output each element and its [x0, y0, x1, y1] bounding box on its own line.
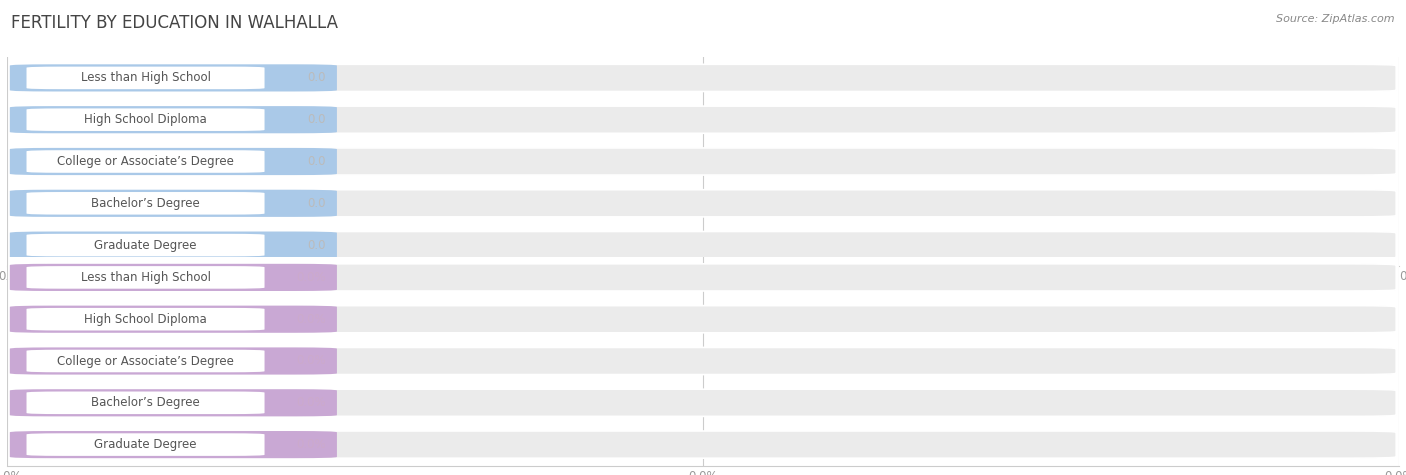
FancyBboxPatch shape: [10, 305, 337, 333]
FancyBboxPatch shape: [10, 231, 337, 259]
FancyBboxPatch shape: [10, 389, 1396, 417]
FancyBboxPatch shape: [27, 433, 264, 456]
FancyBboxPatch shape: [27, 350, 264, 372]
Text: Less than High School: Less than High School: [80, 71, 211, 85]
FancyBboxPatch shape: [10, 231, 1396, 259]
FancyBboxPatch shape: [10, 431, 337, 458]
FancyBboxPatch shape: [27, 66, 264, 89]
Text: FERTILITY BY EDUCATION IN WALHALLA: FERTILITY BY EDUCATION IN WALHALLA: [11, 14, 339, 32]
Text: High School Diploma: High School Diploma: [84, 313, 207, 326]
FancyBboxPatch shape: [10, 389, 337, 417]
FancyBboxPatch shape: [10, 148, 1396, 175]
Text: 0.0%: 0.0%: [297, 271, 326, 284]
FancyBboxPatch shape: [10, 264, 1396, 291]
FancyBboxPatch shape: [27, 391, 264, 414]
Text: Graduate Degree: Graduate Degree: [94, 238, 197, 252]
Text: Bachelor’s Degree: Bachelor’s Degree: [91, 396, 200, 409]
Text: Bachelor’s Degree: Bachelor’s Degree: [91, 197, 200, 210]
FancyBboxPatch shape: [27, 108, 264, 131]
Text: College or Associate’s Degree: College or Associate’s Degree: [58, 155, 233, 168]
Text: 0.0%: 0.0%: [297, 438, 326, 451]
Text: 0.0%: 0.0%: [297, 354, 326, 368]
FancyBboxPatch shape: [10, 305, 1396, 333]
FancyBboxPatch shape: [27, 150, 264, 173]
FancyBboxPatch shape: [10, 431, 1396, 458]
Text: 0.0%: 0.0%: [297, 313, 326, 326]
FancyBboxPatch shape: [10, 106, 337, 133]
FancyBboxPatch shape: [27, 234, 264, 256]
FancyBboxPatch shape: [10, 190, 1396, 217]
FancyBboxPatch shape: [10, 64, 337, 92]
Text: 0.0%: 0.0%: [297, 396, 326, 409]
Text: 0.0: 0.0: [308, 197, 326, 210]
FancyBboxPatch shape: [27, 308, 264, 331]
FancyBboxPatch shape: [10, 148, 337, 175]
Text: 0.0: 0.0: [308, 113, 326, 126]
Text: College or Associate’s Degree: College or Associate’s Degree: [58, 354, 233, 368]
FancyBboxPatch shape: [27, 266, 264, 289]
FancyBboxPatch shape: [10, 190, 337, 217]
Text: 0.0: 0.0: [308, 71, 326, 85]
FancyBboxPatch shape: [27, 192, 264, 215]
Text: 0.0: 0.0: [308, 238, 326, 252]
FancyBboxPatch shape: [10, 106, 1396, 133]
Text: Source: ZipAtlas.com: Source: ZipAtlas.com: [1277, 14, 1395, 24]
Text: Less than High School: Less than High School: [80, 271, 211, 284]
FancyBboxPatch shape: [10, 264, 337, 291]
Text: 0.0: 0.0: [308, 155, 326, 168]
FancyBboxPatch shape: [10, 64, 1396, 92]
FancyBboxPatch shape: [10, 347, 1396, 375]
FancyBboxPatch shape: [10, 347, 337, 375]
Text: Graduate Degree: Graduate Degree: [94, 438, 197, 451]
Text: High School Diploma: High School Diploma: [84, 113, 207, 126]
